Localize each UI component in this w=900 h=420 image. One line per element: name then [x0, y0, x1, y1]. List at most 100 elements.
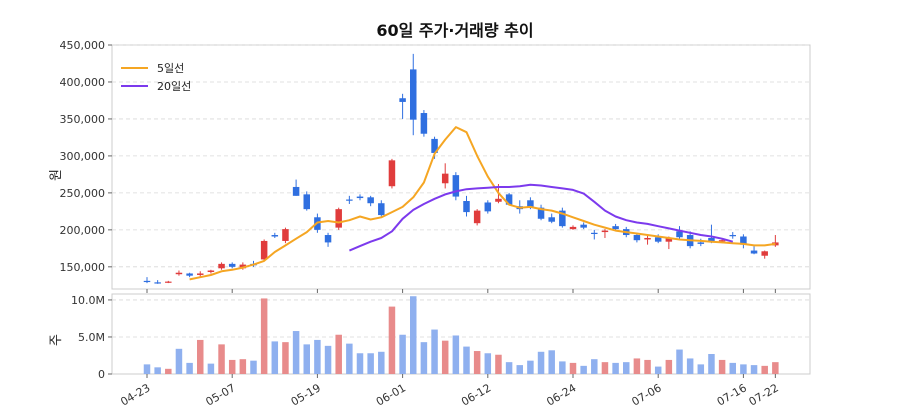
- candle-body: [676, 231, 683, 238]
- candle-body: [441, 173, 449, 184]
- x-tick-label: 05-07: [204, 381, 238, 408]
- volume-bar: [186, 362, 193, 374]
- candle-body: [239, 264, 247, 269]
- candle-body: [335, 209, 342, 228]
- candle-body: [591, 232, 598, 235]
- candle: [761, 250, 768, 259]
- candle: [260, 239, 268, 261]
- candle-body: [165, 281, 172, 283]
- price-tick-label: 200,000: [60, 224, 106, 237]
- volume-bar: [580, 365, 587, 374]
- volume-bar: [601, 362, 609, 374]
- legend-label-ma20: 20일선: [157, 79, 191, 93]
- volume-bar: [367, 353, 374, 374]
- price-axis-label: 원: [49, 169, 64, 181]
- volume-bar: [516, 365, 523, 374]
- candle-body: [292, 186, 300, 196]
- volume-bar: [654, 366, 662, 374]
- candle-body: [505, 194, 513, 205]
- candle: [676, 226, 683, 241]
- volume-tick-label: 0: [98, 368, 105, 381]
- candle-body: [537, 207, 545, 219]
- volume-bar: [420, 342, 428, 374]
- volume-bar: [175, 348, 183, 374]
- ma20-line: [349, 183, 734, 252]
- x-tick-label: 07-22: [747, 381, 781, 408]
- volume-bar: [548, 350, 555, 374]
- candle: [218, 262, 225, 270]
- candle: [335, 207, 342, 230]
- volume-bar: [644, 359, 651, 374]
- volume-bar: [346, 343, 353, 374]
- candle-body: [654, 237, 662, 242]
- volume-axis-label: 주: [49, 334, 64, 346]
- candle-body: [143, 280, 151, 283]
- candle-body: [750, 250, 758, 254]
- volume-bar: [633, 358, 641, 374]
- price-tick-label: 450,000: [60, 39, 106, 52]
- candle: [399, 93, 406, 119]
- volume-bar: [292, 331, 300, 374]
- volume-bar: [569, 362, 577, 374]
- candle: [601, 229, 609, 238]
- candle-body: [420, 113, 428, 134]
- candle-body: [324, 235, 332, 243]
- volume-bar: [165, 368, 172, 374]
- volume-bar: [356, 353, 364, 374]
- volume-bar: [772, 362, 779, 374]
- candle: [356, 194, 364, 201]
- candle: [463, 195, 470, 217]
- candle: [346, 195, 353, 204]
- volume-bar: [441, 340, 449, 374]
- candle: [292, 179, 300, 196]
- volume-bar: [612, 362, 619, 374]
- candle-body: [761, 251, 768, 256]
- volume-bar: [718, 359, 726, 374]
- volume-frame: [111, 293, 811, 375]
- volume-bar: [218, 344, 225, 374]
- candle: [484, 200, 492, 214]
- candle-body: [154, 282, 161, 284]
- candle: [580, 222, 587, 230]
- chart-title: 60일 주가·거래량 추이: [376, 21, 533, 40]
- candle-body: [186, 273, 193, 276]
- volume-bar: [623, 362, 630, 374]
- volume-bar: [484, 353, 492, 374]
- volume-bar: [708, 354, 715, 374]
- candle-body: [367, 197, 374, 204]
- candle-body: [729, 235, 736, 237]
- volume-bar: [282, 342, 289, 374]
- price-tick-label: 350,000: [60, 113, 106, 126]
- x-tick-label: 07-06: [630, 381, 664, 408]
- price-tick-label: 300,000: [60, 150, 106, 163]
- candle: [612, 223, 619, 231]
- price-frame: [111, 44, 811, 290]
- volume-bar: [399, 334, 406, 374]
- volume-bar: [228, 359, 236, 374]
- candle-body: [569, 226, 577, 230]
- volume-bar: [239, 359, 247, 374]
- volume-bar: [335, 334, 342, 374]
- candle-body: [175, 272, 183, 275]
- candle: [186, 272, 193, 278]
- candle: [271, 232, 279, 238]
- candle-body: [633, 235, 641, 241]
- candle: [548, 213, 555, 224]
- candle: [378, 200, 385, 219]
- volume-bar: [537, 351, 545, 374]
- candle-body: [282, 229, 289, 241]
- volume-bar: [686, 358, 694, 374]
- x-tick-label: 04-23: [118, 381, 152, 408]
- volume-bar: [740, 364, 747, 374]
- candle-body: [271, 235, 279, 237]
- price-panel: 150,000 200,000 250,000 300,000 350,000 400,0…: [60, 39, 811, 293]
- candle-body: [218, 263, 225, 269]
- candle-body: [452, 175, 460, 197]
- candle: [197, 271, 204, 278]
- volume-bar: [271, 341, 279, 374]
- candle-body: [601, 230, 609, 233]
- volume-bar: [388, 306, 396, 374]
- volume-bar: [314, 339, 321, 374]
